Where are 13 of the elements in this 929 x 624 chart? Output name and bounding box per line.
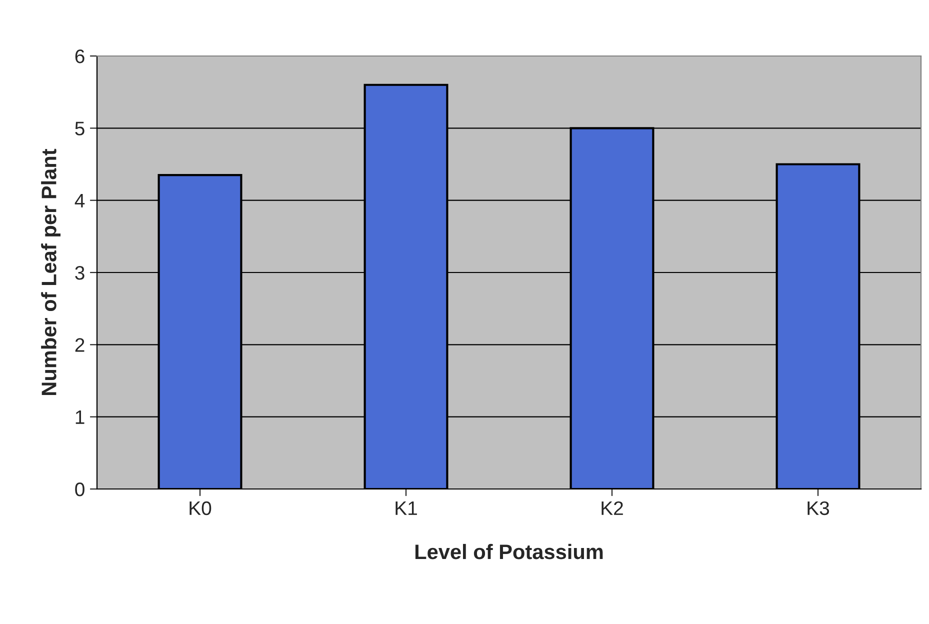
x-tick-label: K2	[602, 501, 623, 515]
x-tick-label: K0	[190, 501, 212, 516]
y-tick-label: 1	[76, 410, 84, 424]
y-tick-label: 3	[75, 266, 84, 280]
x-axis-title: Level of Potassium	[415, 544, 603, 560]
y-tick-label: 4	[74, 194, 85, 208]
x-tick-label: K3	[808, 501, 830, 516]
y-tick-label: 0	[75, 482, 84, 496]
y-tick-label: 2	[75, 338, 84, 352]
x-tick-label: K1	[396, 502, 417, 515]
y-tick-label: 5	[75, 122, 84, 136]
y-axis-title: Number of Leaf per Plant	[41, 148, 60, 395]
y-tick-label: 6	[75, 49, 84, 64]
